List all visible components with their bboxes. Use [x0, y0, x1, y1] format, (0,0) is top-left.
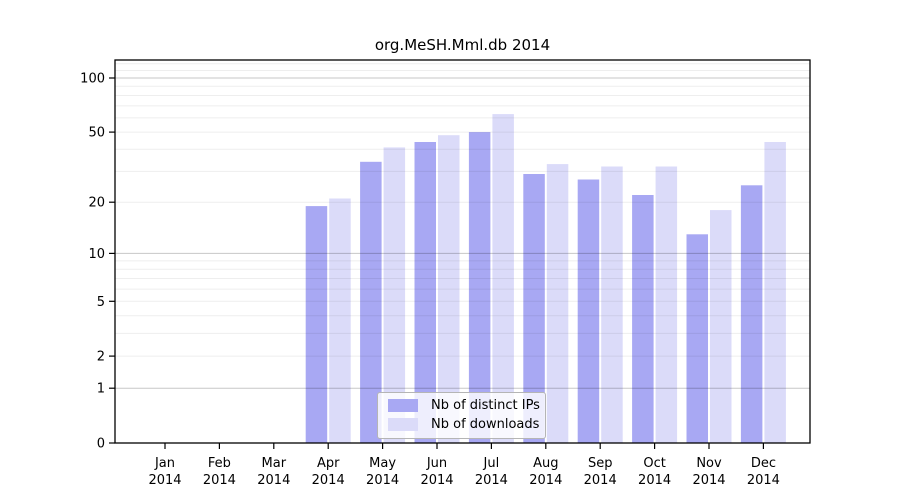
bar-downloads-may [383, 147, 406, 443]
x-tick-year-oct: 2014 [638, 473, 671, 488]
y-tick-label-1: 1 [97, 382, 105, 397]
bar-distinct-ips-sep [577, 179, 600, 443]
legend-swatch-downloads [388, 418, 418, 431]
x-tick-year-jun: 2014 [420, 473, 453, 488]
bar-downloads-nov [710, 210, 732, 443]
plot-frame [114, 59, 811, 444]
legend-swatch-distinct-ips [388, 399, 418, 412]
bar-distinct-ips-jul [468, 132, 491, 443]
y-tick-label-0: 0 [97, 437, 105, 452]
x-tick-label-dec: Dec [751, 456, 776, 471]
y-tick-label-10: 10 [88, 247, 105, 262]
x-tick-label-jul: Jul [483, 456, 500, 471]
x-tick-label-jan: Jan [154, 456, 175, 471]
y-tick-label-5: 5 [97, 295, 105, 310]
legend-item-distinct-ips: Nb of distinct IPs [388, 398, 540, 413]
x-tick-label-may: May [369, 456, 396, 471]
y-tick-label-100: 100 [80, 72, 105, 87]
x-tick-label-mar: Mar [262, 456, 287, 471]
legend-label-downloads: Nb of downloads [431, 417, 540, 432]
bar-distinct-ips-may [360, 161, 382, 444]
bar-downloads-apr [329, 198, 351, 443]
x-tick-year-dec: 2014 [747, 473, 780, 488]
x-tick-year-feb: 2014 [203, 473, 236, 488]
x-tick-year-apr: 2014 [312, 473, 345, 488]
bar-downloads-sep [601, 166, 623, 443]
x-tick-year-sep: 2014 [584, 473, 617, 488]
x-tick-year-nov: 2014 [692, 473, 725, 488]
legend-item-downloads: Nb of downloads [388, 417, 539, 432]
legend-label-distinct-ips: Nb of distinct IPs [431, 398, 540, 413]
x-tick-year-may: 2014 [366, 473, 399, 488]
x-tick-label-feb: Feb [208, 456, 231, 471]
bar-downloads-jul [492, 114, 514, 443]
y-tick-label-2: 2 [97, 350, 105, 365]
bar-downloads-oct [655, 166, 678, 443]
bar-distinct-ips-jun [414, 142, 436, 443]
bar-distinct-ips-nov [686, 234, 708, 443]
bar-distinct-ips-dec [740, 185, 763, 444]
legend: Nb of distinct IPs Nb of downloads [377, 392, 546, 439]
x-tick-label-sep: Sep [588, 456, 613, 471]
bar-downloads-jun [438, 135, 460, 443]
x-tick-year-jan: 2014 [148, 473, 181, 488]
x-tick-label-oct: Oct [643, 456, 665, 471]
chart-title: org.MeSH.Mml.db 2014 [374, 36, 551, 54]
y-tick-label-50: 50 [88, 126, 105, 141]
bar-distinct-ips-apr [305, 206, 328, 443]
x-tick-label-aug: Aug [533, 456, 558, 471]
x-tick-label-nov: Nov [696, 456, 722, 471]
x-tick-label-apr: Apr [317, 456, 340, 471]
x-tick-year-aug: 2014 [529, 473, 562, 488]
x-tick-year-mar: 2014 [257, 473, 290, 488]
x-tick-year-jul: 2014 [475, 473, 508, 488]
x-tick-label-jun: Jun [426, 456, 447, 471]
bar-distinct-ips-oct [632, 195, 654, 443]
bar-downloads-dec [764, 142, 786, 443]
bar-distinct-ips-aug [523, 174, 545, 443]
y-tick-label-20: 20 [88, 196, 105, 211]
bar-downloads-aug [546, 164, 569, 443]
